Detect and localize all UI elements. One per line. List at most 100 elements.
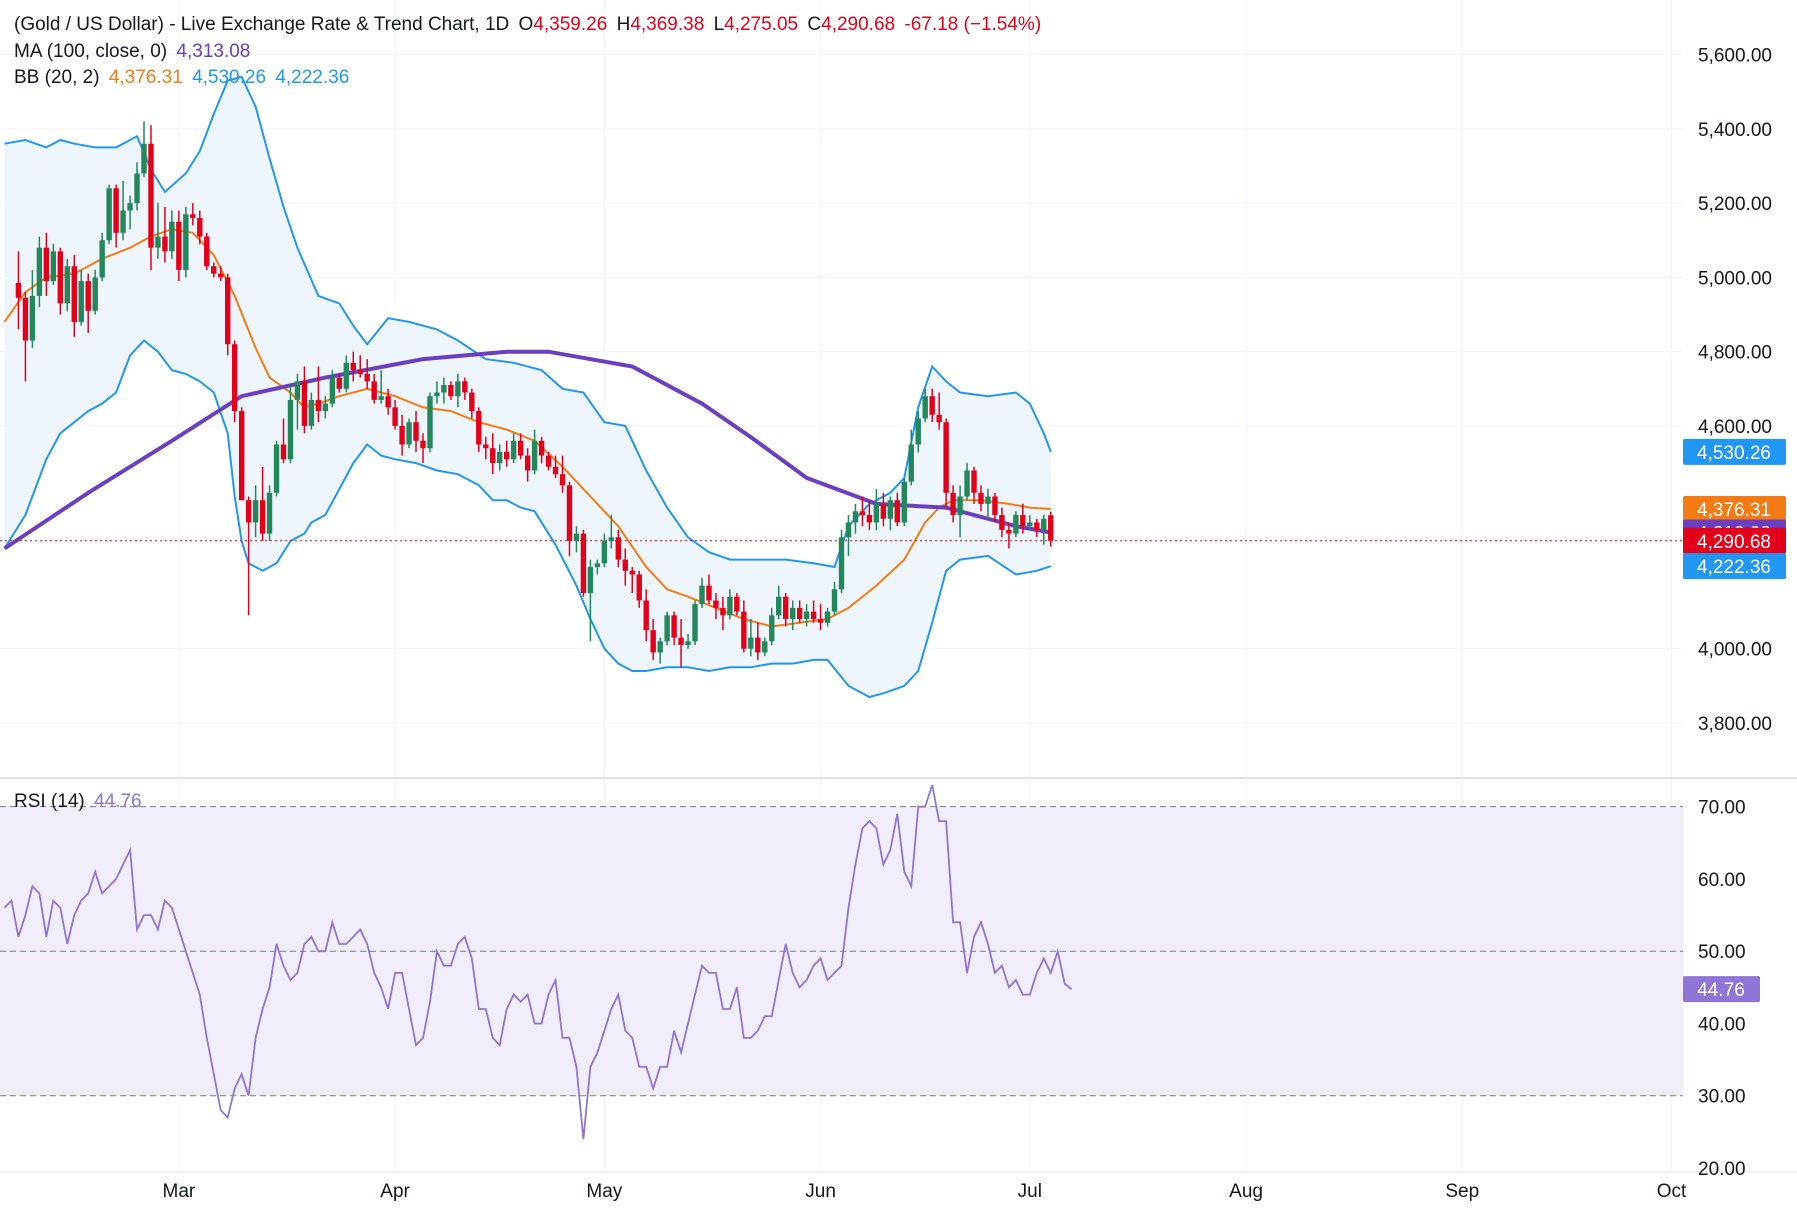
price-label-text: 4,290.68 bbox=[1697, 532, 1771, 553]
candle-body bbox=[197, 217, 203, 237]
candle-body bbox=[301, 381, 308, 426]
candle-body bbox=[901, 481, 907, 523]
candle-body bbox=[943, 422, 949, 493]
candle-body bbox=[99, 240, 105, 278]
high-label: H bbox=[616, 14, 631, 35]
price-tick-label: 5,600.00 bbox=[1698, 46, 1772, 67]
candle-body bbox=[231, 344, 238, 412]
bollinger-band-fill bbox=[4, 76, 1051, 698]
close-value: 4,290.68 bbox=[821, 14, 896, 35]
candle-body bbox=[71, 266, 77, 322]
low-value: 4,275.05 bbox=[724, 14, 799, 35]
bb-label: BB (20, 2) bbox=[14, 67, 100, 88]
candle-body bbox=[287, 399, 294, 460]
candle-body bbox=[608, 537, 615, 542]
price-tick-label: 3,800.00 bbox=[1698, 714, 1772, 735]
candle-body bbox=[169, 221, 175, 252]
candle-body bbox=[371, 381, 377, 400]
candle-body bbox=[831, 589, 838, 612]
candle-body bbox=[531, 440, 538, 471]
candle-body bbox=[727, 596, 733, 616]
candle-body bbox=[971, 470, 977, 493]
candle-body bbox=[713, 600, 719, 608]
candle-body bbox=[476, 411, 482, 445]
candle-body bbox=[406, 422, 412, 445]
candles bbox=[15, 121, 1054, 668]
candle-body bbox=[238, 411, 245, 501]
price-label-box bbox=[1683, 553, 1786, 580]
candle-body bbox=[343, 362, 349, 389]
ma-legend[interactable]: MA (100, close, 0) 4,313.08 bbox=[14, 41, 254, 63]
price-label-text: 4,530.26 bbox=[1697, 443, 1771, 464]
candle-body bbox=[245, 500, 252, 523]
candle-body bbox=[789, 607, 796, 620]
price-label-box bbox=[1683, 495, 1786, 522]
candle-body bbox=[566, 485, 573, 542]
time-tick-label: Jul bbox=[1018, 1181, 1042, 1202]
time-tick-label: Mar bbox=[163, 1181, 196, 1202]
candle-body bbox=[985, 496, 991, 504]
candle-body bbox=[176, 221, 182, 270]
ohlc-open: O4,359.26 bbox=[519, 14, 608, 35]
candle-body bbox=[134, 173, 140, 204]
candle-body bbox=[294, 381, 301, 400]
price-tick-label: 4,600.00 bbox=[1698, 417, 1772, 438]
candle-body bbox=[629, 570, 635, 575]
candle-body bbox=[204, 236, 210, 267]
time-tick-label: Aug bbox=[1229, 1181, 1263, 1202]
rsi-label: RSI (14) bbox=[14, 791, 85, 812]
candle-body bbox=[664, 615, 670, 642]
candle-body bbox=[552, 466, 559, 475]
candle-body bbox=[399, 425, 405, 445]
candle-body bbox=[22, 297, 29, 341]
bb-legend[interactable]: BB (20, 2) 4,376.31 4,530.26 4,222.36 bbox=[14, 67, 353, 89]
price-change: -67.18 (−1.54%) bbox=[904, 14, 1042, 35]
candle-body bbox=[908, 444, 914, 482]
candle-body bbox=[190, 214, 196, 218]
candle-body bbox=[622, 559, 628, 571]
ma-label: MA (100, close, 0) bbox=[14, 41, 168, 62]
candle-body bbox=[573, 533, 580, 542]
candle-body bbox=[734, 596, 740, 612]
candle-body bbox=[357, 370, 363, 374]
candle-body bbox=[992, 496, 998, 516]
candle-body bbox=[218, 273, 224, 278]
candle-body bbox=[36, 247, 43, 296]
candle-body bbox=[141, 143, 147, 174]
candle-body bbox=[894, 500, 900, 523]
price-tick-label: 5,000.00 bbox=[1698, 268, 1772, 289]
candle-body bbox=[1013, 515, 1019, 534]
candle-body bbox=[462, 381, 468, 393]
candle-body bbox=[434, 392, 440, 397]
candle-body bbox=[78, 281, 84, 322]
price-tick-label: 4,800.00 bbox=[1698, 343, 1772, 364]
ohlc-close: C4,290.68 bbox=[807, 14, 895, 35]
candle-body bbox=[545, 455, 552, 467]
high-value: 4,369.38 bbox=[630, 14, 705, 35]
candle-body bbox=[978, 492, 984, 504]
candle-body bbox=[950, 492, 956, 516]
candle-body bbox=[748, 637, 754, 649]
price-label-box bbox=[1683, 527, 1786, 554]
candle-body bbox=[845, 522, 852, 538]
candle-body bbox=[29, 295, 36, 341]
candle-body bbox=[643, 600, 649, 631]
rsi-legend[interactable]: RSI (14) 44.76 bbox=[14, 791, 146, 813]
rsi-tick-label: 20.00 bbox=[1698, 1159, 1746, 1180]
candle-body bbox=[824, 611, 831, 623]
candle-body bbox=[755, 637, 761, 653]
candle-body bbox=[859, 511, 866, 516]
candle-body bbox=[43, 247, 50, 282]
candle-body bbox=[455, 381, 461, 397]
rsi-tick-label: 30.00 bbox=[1698, 1087, 1746, 1108]
candle-body bbox=[517, 440, 524, 456]
bb-upper-line bbox=[4, 75, 1052, 569]
rsi-value-text: 44.76 bbox=[1697, 980, 1745, 1001]
candle-body bbox=[1006, 529, 1012, 534]
candle-body bbox=[615, 537, 621, 560]
candle-body bbox=[113, 188, 119, 233]
close-label: C bbox=[807, 14, 822, 35]
candle-body bbox=[92, 277, 98, 311]
candle-body bbox=[699, 585, 705, 605]
candle-body bbox=[490, 448, 496, 464]
